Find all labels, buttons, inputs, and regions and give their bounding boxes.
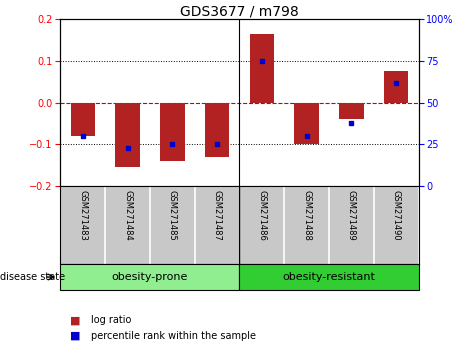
Text: GSM271483: GSM271483	[78, 190, 87, 241]
Title: GDS3677 / m798: GDS3677 / m798	[180, 4, 299, 18]
Bar	[205, 103, 229, 157]
Text: GSM271486: GSM271486	[257, 190, 266, 241]
Bar	[160, 103, 185, 161]
Bar	[250, 34, 274, 103]
Bar	[384, 72, 408, 103]
Text: disease state: disease state	[0, 272, 65, 282]
Bar	[339, 103, 364, 119]
Text: GSM271485: GSM271485	[168, 190, 177, 240]
Text: log ratio: log ratio	[91, 315, 131, 325]
Bar	[71, 103, 95, 136]
Text: obesity-resistant: obesity-resistant	[283, 272, 375, 282]
Text: GSM271489: GSM271489	[347, 190, 356, 240]
Text: GSM271484: GSM271484	[123, 190, 132, 240]
Text: ■: ■	[70, 331, 80, 341]
Bar	[115, 103, 140, 167]
Text: GSM271487: GSM271487	[213, 190, 222, 241]
Text: ■: ■	[70, 315, 80, 325]
Text: GSM271490: GSM271490	[392, 190, 401, 240]
Bar	[239, 264, 418, 290]
Bar	[60, 264, 239, 290]
Text: GSM271488: GSM271488	[302, 190, 311, 241]
Text: obesity-prone: obesity-prone	[112, 272, 188, 282]
Bar	[294, 103, 319, 144]
Text: percentile rank within the sample: percentile rank within the sample	[91, 331, 256, 341]
